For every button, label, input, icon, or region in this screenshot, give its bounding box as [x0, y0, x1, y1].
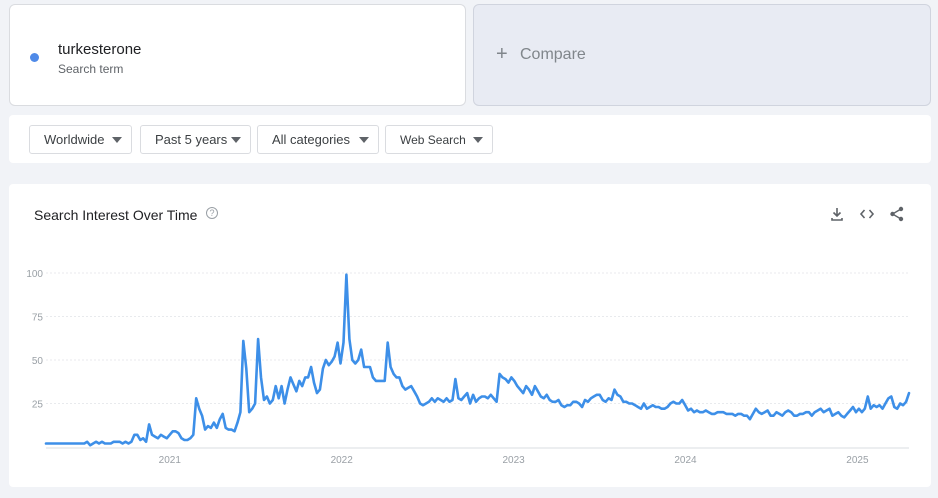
- search-term-name: turkesterone: [58, 41, 142, 58]
- trend-chart: 25 50 75 100 2021 2022 2023 2024 2025: [26, 269, 911, 466]
- y-tick-label: 75: [32, 313, 44, 324]
- compare-button[interactable]: + Compare: [473, 4, 931, 106]
- series-color-dot: [30, 53, 39, 62]
- interest-over-time-panel: Search Interest Over Time ? 25 50 75 100 202…: [9, 184, 931, 487]
- panel-title: Search Interest Over Time: [34, 207, 198, 223]
- y-tick-label: 100: [26, 269, 43, 280]
- category-value: All categories: [272, 132, 351, 147]
- caret-down-icon: [473, 137, 483, 143]
- embed-code-icon[interactable]: [857, 204, 877, 224]
- region-dropdown[interactable]: Worldwide: [29, 125, 132, 154]
- filter-bar: Worldwide Past 5 years All categories We…: [9, 115, 931, 163]
- x-tick-label: 2025: [846, 455, 869, 466]
- download-icon[interactable]: [827, 204, 847, 224]
- time-range-dropdown[interactable]: Past 5 years: [140, 125, 251, 154]
- search-type-dropdown[interactable]: Web Search: [385, 125, 493, 154]
- x-tick-label: 2022: [331, 455, 354, 466]
- search-term-subtitle: Search term: [58, 62, 124, 76]
- series-line-turkesterone: [44, 273, 911, 447]
- y-tick-label: 50: [32, 356, 44, 367]
- region-value: Worldwide: [44, 132, 105, 147]
- search-type-value: Web Search: [400, 132, 466, 147]
- time-range-value: Past 5 years: [155, 132, 228, 147]
- category-dropdown[interactable]: All categories: [257, 125, 379, 154]
- help-icon[interactable]: ?: [206, 207, 218, 219]
- caret-down-icon: [231, 137, 241, 143]
- x-tick-label: 2023: [502, 455, 525, 466]
- y-tick-label: 25: [32, 400, 44, 411]
- compare-label: Compare: [520, 46, 586, 63]
- plus-icon: +: [496, 43, 508, 65]
- caret-down-icon: [112, 137, 122, 143]
- x-tick-label: 2021: [159, 455, 182, 466]
- share-icon[interactable]: [887, 204, 907, 224]
- x-tick-label: 2024: [674, 455, 697, 466]
- search-term-card[interactable]: turkesterone Search term: [9, 4, 466, 106]
- caret-down-icon: [359, 137, 369, 143]
